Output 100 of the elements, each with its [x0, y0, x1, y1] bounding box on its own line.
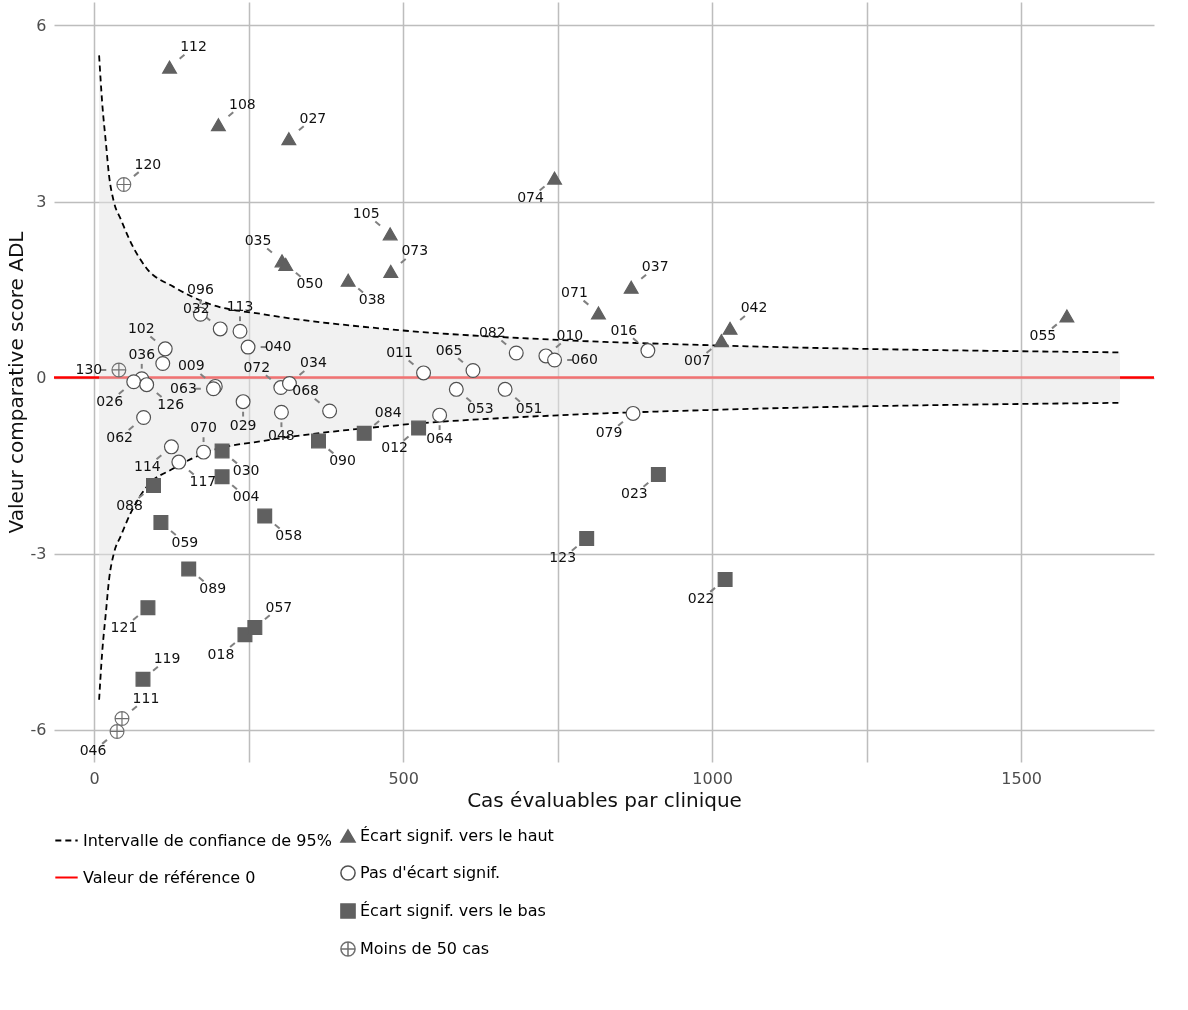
point	[547, 171, 563, 185]
annotation: 090	[329, 451, 356, 468]
x-tick-label: 0	[89, 768, 100, 788]
point	[162, 60, 178, 74]
point	[139, 377, 155, 393]
point	[212, 321, 228, 337]
annotation: 088	[116, 496, 143, 513]
legend-label: Écart signif. vers le haut	[360, 826, 554, 845]
point	[1059, 309, 1075, 323]
annotation: 113	[226, 298, 254, 315]
annotation: 073	[401, 242, 429, 259]
annotation: 034	[300, 354, 327, 371]
annotation: 120	[134, 155, 162, 172]
point	[257, 508, 273, 524]
point	[146, 478, 161, 494]
point	[171, 454, 187, 470]
annotation: 018	[207, 645, 235, 662]
point	[247, 620, 263, 636]
annotation: 046	[79, 742, 107, 759]
annotation: 048	[268, 427, 295, 444]
annotation: 059	[171, 533, 199, 550]
annotation: 074	[517, 189, 545, 206]
point	[722, 321, 738, 335]
point	[281, 132, 297, 146]
annotation: 114	[134, 457, 161, 474]
point	[625, 405, 641, 421]
y-tick-label: 6	[36, 15, 47, 35]
annotation: 037	[641, 258, 669, 275]
annotation: 105	[352, 204, 380, 221]
annotation: 117	[189, 473, 217, 490]
point	[116, 177, 132, 193]
point	[196, 444, 212, 460]
annotation: 004	[232, 487, 260, 504]
annotation: 030	[232, 461, 260, 478]
annotation: 065	[435, 341, 463, 358]
annotation: 062	[106, 428, 133, 445]
annotation: 071	[561, 284, 588, 301]
point	[235, 394, 251, 410]
point	[623, 280, 639, 294]
annotation: 096	[187, 281, 214, 298]
legend-label: Écart signif. vers le bas	[360, 901, 546, 920]
annotation: 126	[157, 395, 185, 412]
annotation: 051	[515, 400, 543, 417]
annotation: 068	[292, 382, 319, 399]
annotation: 084	[374, 404, 402, 421]
point	[448, 381, 464, 397]
annotation: 027	[299, 109, 327, 126]
point	[278, 257, 294, 271]
point	[713, 334, 729, 348]
x-tick-label: 1000	[692, 768, 734, 788]
annotation: 123	[549, 549, 577, 566]
point	[111, 362, 127, 378]
point	[650, 466, 666, 482]
point	[717, 571, 733, 587]
point	[432, 407, 448, 423]
annotation: 111	[132, 689, 160, 706]
point	[153, 515, 169, 531]
annotation: 038	[358, 291, 386, 308]
y-tick-label: -6	[30, 720, 47, 740]
annotation: 108	[229, 95, 256, 112]
point	[114, 711, 130, 727]
legend-label: Valeur de référence 0	[83, 867, 256, 887]
annotation: 012	[381, 439, 408, 456]
point	[465, 363, 481, 379]
annotation: 070	[190, 419, 217, 436]
annotation: 055	[1029, 326, 1057, 343]
point	[155, 356, 171, 371]
point	[232, 323, 248, 339]
annotation: 036	[128, 345, 156, 362]
point	[210, 118, 226, 132]
annotation: 072	[243, 358, 271, 375]
annotation: 112	[180, 38, 207, 55]
annotation: 058	[275, 527, 303, 544]
point	[640, 343, 656, 359]
point	[416, 365, 432, 381]
point	[157, 341, 173, 357]
point	[322, 403, 338, 419]
annotation: 026	[96, 392, 124, 409]
annotation: 007	[684, 351, 711, 368]
point	[590, 306, 606, 320]
point	[579, 530, 595, 546]
point	[340, 273, 356, 287]
point	[136, 410, 152, 425]
legend-label: Moins de 50 cas	[360, 939, 490, 958]
annotation: 063	[170, 379, 197, 396]
annotation: 053	[466, 400, 494, 417]
y-axis-title: Valeur comparative score ADL	[3, 230, 28, 534]
point	[356, 425, 372, 441]
annotation: 040	[264, 338, 292, 355]
point	[382, 227, 398, 241]
point	[163, 439, 179, 455]
point	[140, 600, 156, 616]
annotation: 022	[687, 590, 715, 607]
annotation: 089	[199, 579, 227, 596]
point	[273, 404, 289, 420]
annotation: 032	[182, 299, 210, 316]
annotation: 060	[571, 350, 598, 367]
annotation: 050	[296, 275, 324, 292]
annotation: 102	[127, 319, 155, 336]
annotation: 121	[110, 618, 138, 635]
